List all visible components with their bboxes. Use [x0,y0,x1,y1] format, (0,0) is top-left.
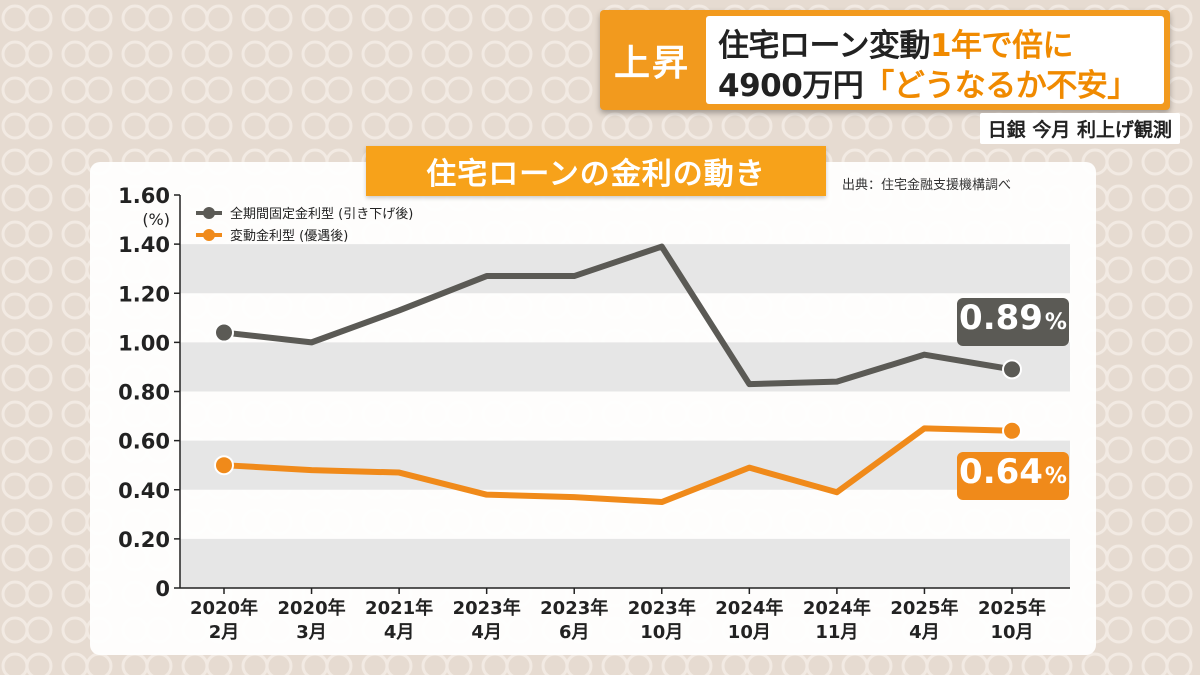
y-tick-label: 1.00 [118,331,170,355]
variable-rate-marker [1002,420,1022,441]
x-tick-label-month: 3月 [296,622,327,643]
chart-source: 出典：住宅金融支援機構調べ [842,178,1012,193]
fixed-rate-callout: 0.89% [957,298,1069,346]
sub-caption: 日銀 今月 利上げ観測 [979,113,1180,144]
fixed-rate-callout-unit: % [1044,310,1067,335]
grid-band [180,244,1070,294]
x-tick-label-year: 2021年 [365,597,433,619]
variable-rate-callout-value: 0.64 [959,452,1043,492]
headline-line-1: 住宅ローン変動1年で倍に [718,20,1074,65]
y-tick-label: 0.80 [118,381,170,405]
x-tick-label-month: 4月 [471,622,502,643]
fixed-rate-marker [1002,359,1022,380]
x-tick-label-month: 10月 [728,622,771,643]
variable-rate-marker [214,455,234,476]
headline-line-2-prefix: 4900万円 [718,68,864,104]
x-tick-label-year: 2023年 [540,597,608,619]
headline-line-1-prefix: 住宅ローン変動 [718,28,930,64]
headline-tag: 上昇 [613,43,690,84]
y-tick-label: 0.40 [118,479,170,503]
x-tick-label-year: 2024年 [803,597,871,619]
x-tick-label-month: 6月 [559,622,590,643]
x-tick-label-month: 4月 [384,622,415,643]
y-tick-label: 0.20 [118,528,170,552]
x-tick-label-year: 2025年 [890,597,958,619]
headline-box [706,16,1164,104]
x-tick-label-year: 2023年 [453,597,521,619]
headline-line-2-accent: 「どうなるか不安」 [863,68,1138,104]
variable-rate-legend-marker [203,229,215,241]
variable-rate-callout-unit: % [1044,464,1067,489]
x-tick-label-month: 2月 [209,622,240,643]
fixed-rate-line [221,243,1015,388]
y-tick-label: 0.60 [118,430,170,454]
x-tick-label-month: 11月 [815,622,858,643]
y-tick-label: 0 [155,577,170,601]
x-tick-label-year: 2025年 [978,597,1046,619]
grid-band [180,342,1070,392]
fixed-rate-legend-label: 全期間固定金利型 (引き下げ後) [230,206,413,222]
x-tick-label-year: 2023年 [628,597,696,619]
headline-line-1-accent: 1年で倍に [929,28,1074,64]
y-tick-label: 1.20 [118,282,170,306]
grid-band [180,538,1070,588]
x-tick-label-month: 10月 [990,622,1033,643]
variable-rate-legend-label: 変動金利型 (優遇後) [230,228,348,244]
fixed-rate-callout-value: 0.89 [959,298,1043,338]
x-tick-label-month: 4月 [909,622,940,643]
x-tick-label-year: 2020年 [278,597,346,619]
grid-band [180,440,1070,490]
y-tick-label: 1.40 [118,233,170,257]
variable-rate-callout: 0.64% [957,452,1069,500]
x-tick-label-month: 10月 [640,622,683,643]
x-tick-label-year: 2024年 [715,597,783,619]
fixed-rate-marker [214,322,234,343]
y-tick-label: 1.60 [118,184,170,208]
x-tick-label-year: 2020年 [190,597,258,619]
variable-rate-line [221,425,1015,506]
y-unit-label: (%) [142,210,170,229]
headline-line-2: 4900万円「どうなるか不安」 [718,60,1138,105]
chart-title: 住宅ローンの金利の動き [366,146,826,196]
fixed-rate-legend-marker [203,207,215,219]
